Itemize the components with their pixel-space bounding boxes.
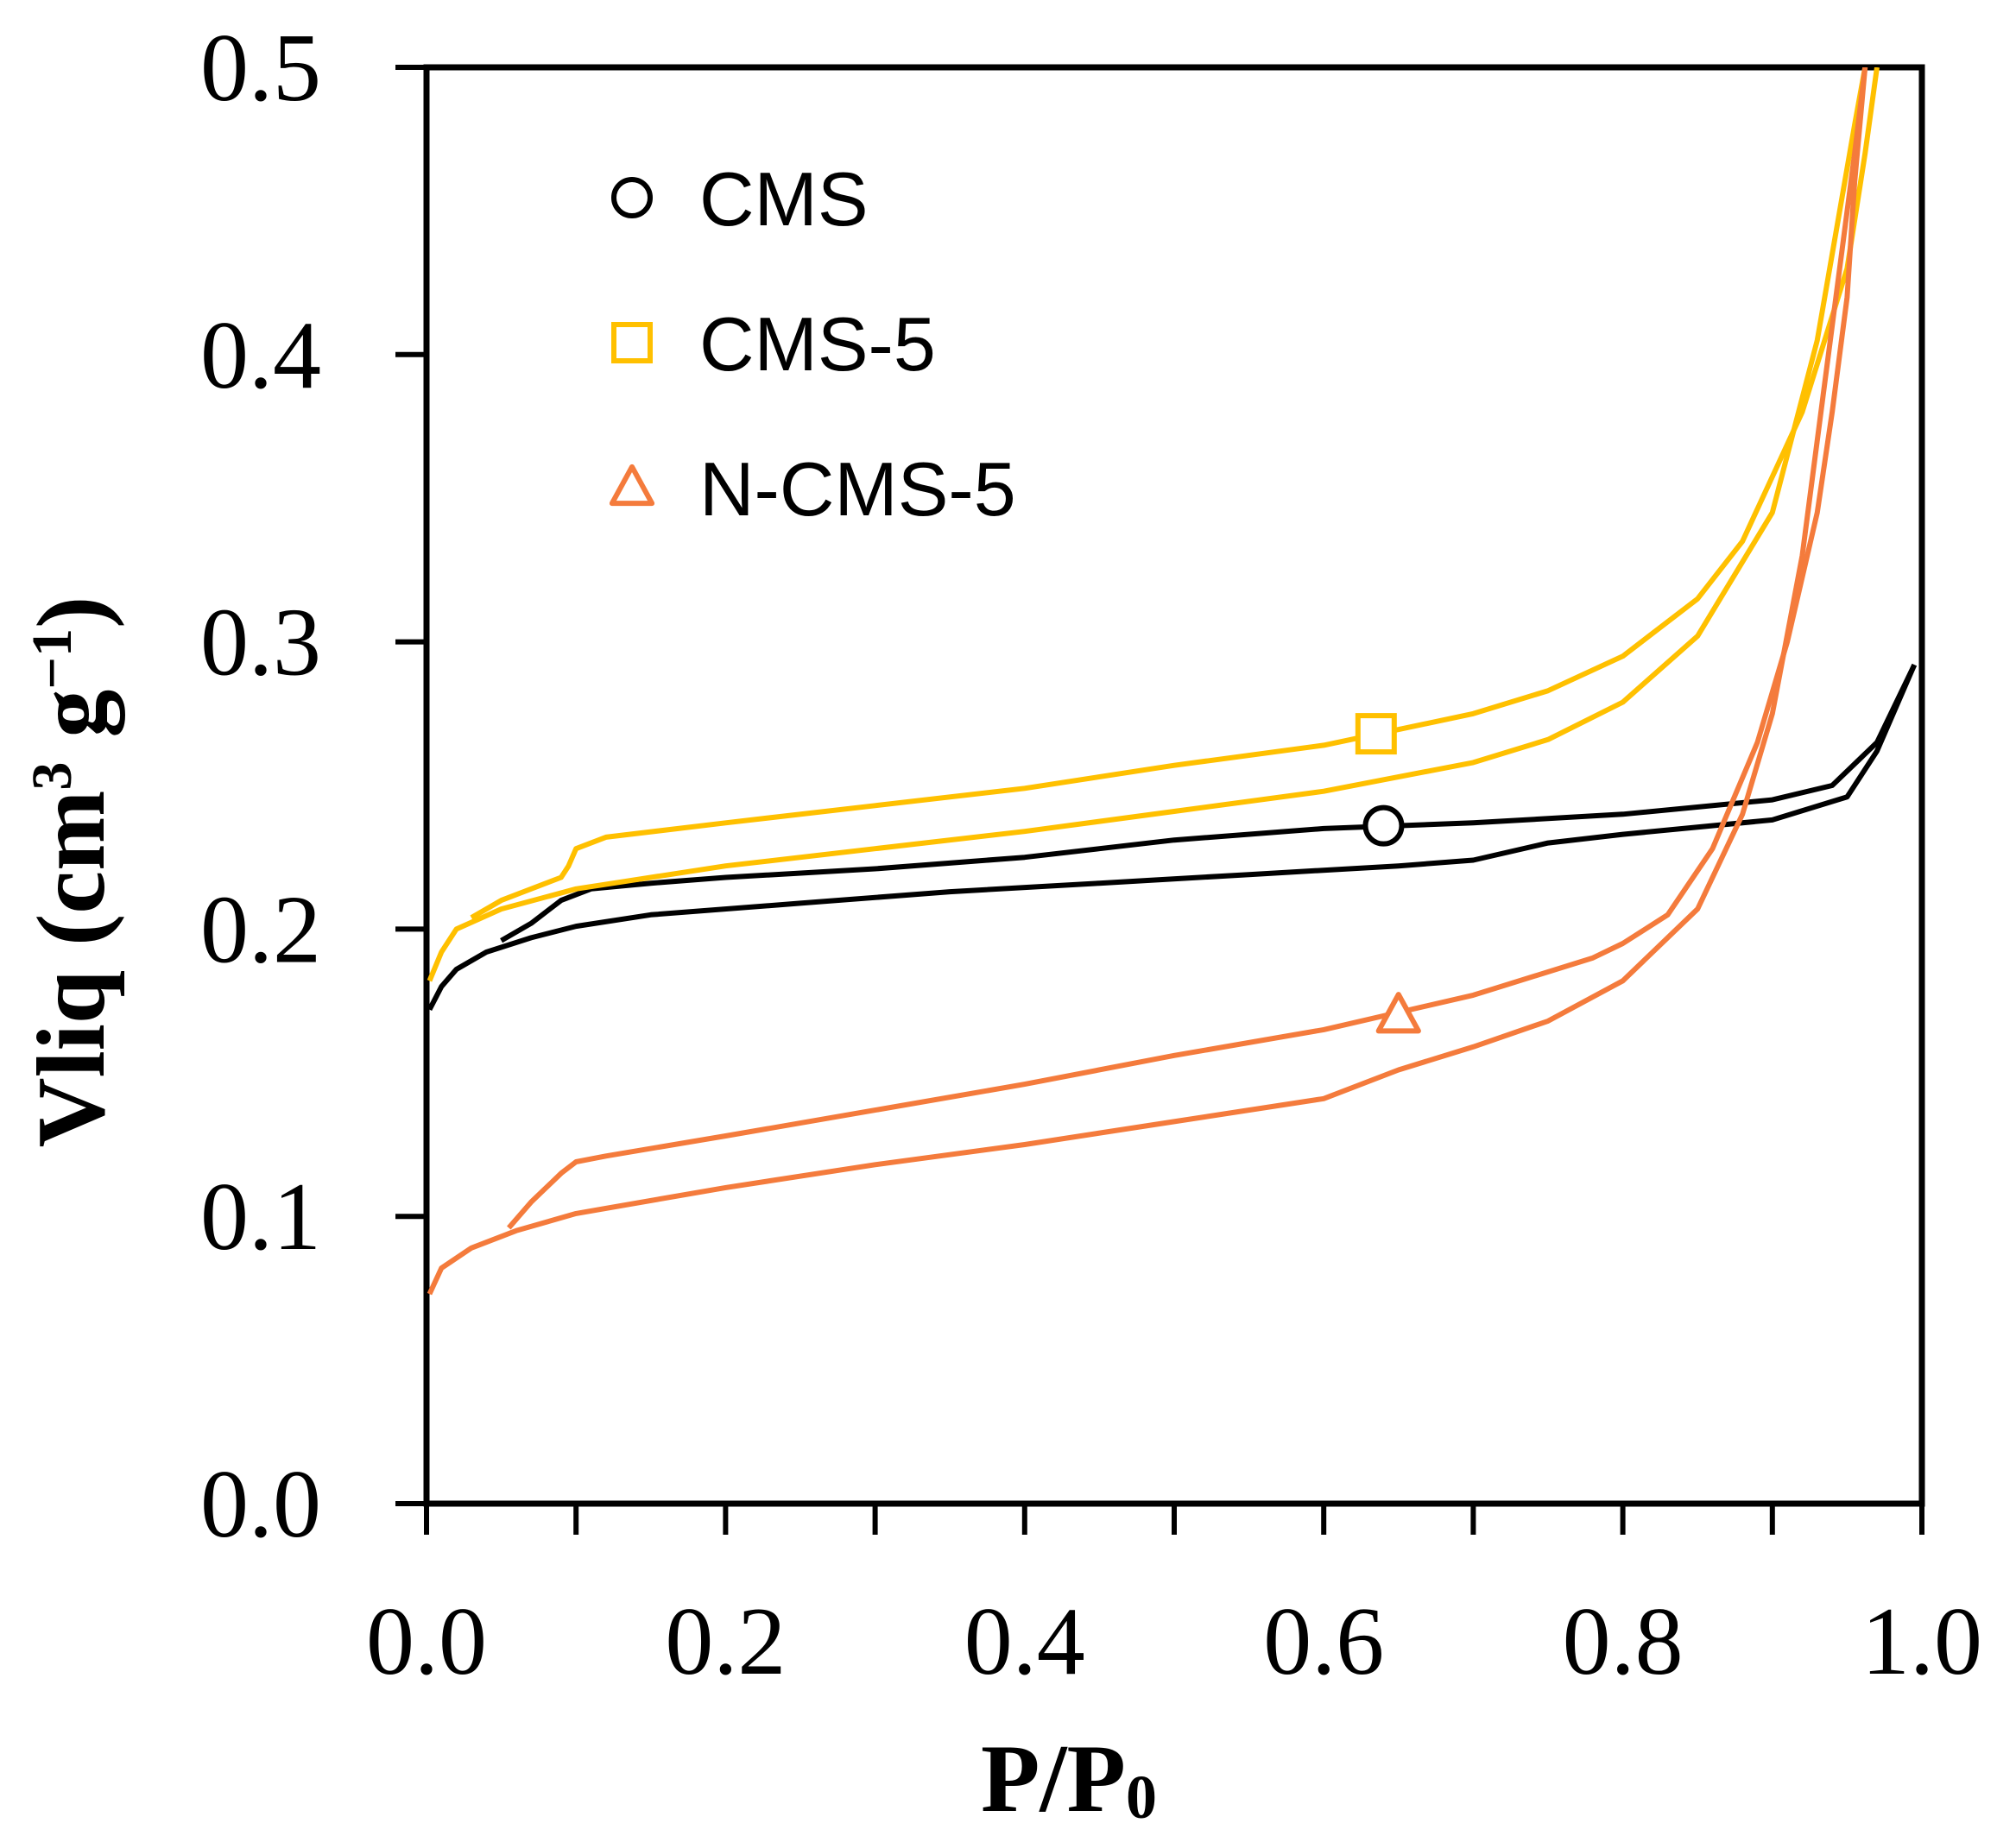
markers-layer <box>1355 713 1421 1034</box>
n-cms-5-adsorption-line <box>427 67 1868 1296</box>
y-tick-label: 0.3 <box>200 590 321 697</box>
cms-adsorption-line <box>427 664 1918 1011</box>
y-tick-label: 0.0 <box>200 1451 321 1558</box>
n-cms-5-marker <box>1375 992 1421 1034</box>
cms-desorption-line <box>500 663 1918 943</box>
x-axis: 0.0 0.2 0.4 0.6 0.8 1.0 <box>366 1504 1982 1695</box>
x-tick-label: 1.0 <box>1861 1588 1982 1695</box>
y-tick-label: 0.2 <box>200 876 321 983</box>
legend-cms-label: CMS <box>699 156 869 242</box>
cms-5-adsorption-line <box>427 67 1868 982</box>
y-tick-label: 0.5 <box>200 15 321 122</box>
y-axis-title-sup2: −1 <box>21 628 84 690</box>
y-axis-title-mid: g <box>18 690 125 762</box>
plot-frame <box>423 64 1925 1507</box>
y-axis: 0.0 0.1 0.2 0.3 0.4 0.5 <box>200 15 427 1558</box>
x-axis-title-sub: 0 <box>1126 1763 1157 1832</box>
x-axis-title-main: P/P <box>981 1725 1126 1833</box>
cms-marker <box>1362 804 1405 847</box>
legend-n-cms-5-label: N-CMS-5 <box>699 446 1016 532</box>
n-cms-5-desorption-line <box>507 67 1868 1230</box>
legend-cms-5-marker <box>611 322 653 363</box>
x-axis-title: P/P0 <box>981 1725 1157 1833</box>
x-tick-label: 0.2 <box>665 1588 786 1695</box>
y-axis-title-main: Vliq (cm <box>18 791 125 1148</box>
x-tick-label: 0.0 <box>366 1588 487 1695</box>
cms-5-desorption-line <box>470 67 1880 920</box>
legend: CMS CMS-5 N-CMS-5 <box>609 156 1016 532</box>
x-tick-label: 0.8 <box>1563 1588 1684 1695</box>
y-tick-label: 0.4 <box>200 302 321 409</box>
legend-n-cms-5-marker <box>609 464 655 507</box>
x-tick-label: 0.6 <box>1263 1588 1384 1695</box>
legend-cms-5-label: CMS-5 <box>699 301 936 387</box>
legend-cms-marker <box>611 177 653 218</box>
curves-layer <box>427 67 1918 1296</box>
cms-5-marker <box>1355 713 1397 755</box>
y-tick-label: 0.1 <box>200 1164 321 1271</box>
y-axis-title: Vliq (cm3 g−1) <box>18 596 125 1148</box>
y-axis-title-sup1: 3 <box>21 762 84 791</box>
y-axis-title-end: ) <box>18 596 125 628</box>
x-tick-label: 0.4 <box>964 1588 1085 1695</box>
